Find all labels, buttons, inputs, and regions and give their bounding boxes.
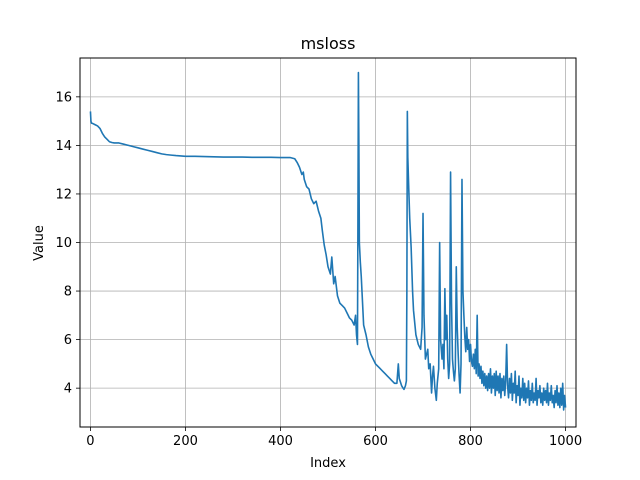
x-tick-label: 600 (363, 434, 388, 449)
x-tick-label: 1000 (549, 434, 582, 449)
grid-lines (80, 58, 576, 427)
y-axis: 4 6 8 10 12 14 16 (55, 90, 80, 397)
y-tick-label: 4 (64, 382, 72, 397)
y-tick-label: 12 (55, 187, 72, 202)
series-line (89, 71, 567, 411)
x-tick-label: 800 (458, 434, 483, 449)
x-axis: 0 200 400 600 800 1000 (86, 427, 582, 449)
series-path (89, 71, 567, 411)
chart-title: msloss (301, 34, 356, 53)
y-tick-label: 6 (64, 333, 72, 348)
x-tick-label: 200 (173, 434, 198, 449)
y-tick-label: 14 (55, 139, 72, 154)
y-tick-label: 10 (55, 236, 72, 251)
x-tick-label: 400 (268, 434, 293, 449)
y-axis-label: Value (32, 225, 47, 261)
y-tick-label: 16 (55, 90, 72, 105)
x-axis-label: Index (310, 456, 346, 471)
x-tick-label: 0 (86, 434, 94, 449)
y-tick-label: 8 (64, 285, 72, 300)
